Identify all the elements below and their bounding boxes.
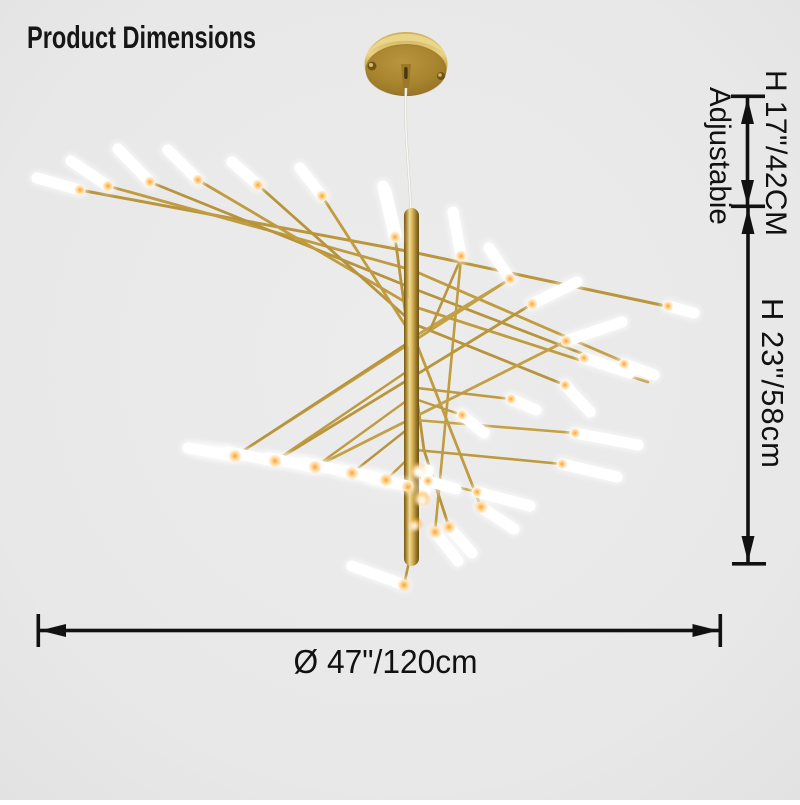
svg-text:H 17"/42CM: H 17"/42CM xyxy=(759,70,792,236)
svg-text:Ø 47"/120cm: Ø 47"/120cm xyxy=(294,643,478,680)
svg-text:Adjustabie: Adjustabie xyxy=(703,87,736,225)
svg-text:Product Dimensions: Product Dimensions xyxy=(27,19,256,55)
svg-text:H 23"/58cm: H 23"/58cm xyxy=(755,298,790,469)
